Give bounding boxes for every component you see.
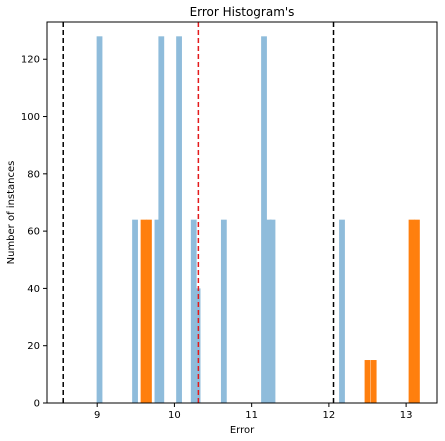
series-1-bar-4	[158, 36, 165, 404]
series-1-bar-7	[194, 288, 201, 403]
series-1-bar-9	[261, 36, 267, 404]
series-1-bar-8	[220, 219, 227, 403]
y-axis-title: Number of instances	[6, 161, 17, 265]
y-tick-label-6: 100	[21, 112, 40, 123]
series-1-bar-11	[269, 219, 276, 403]
y-axis: 0 20 40 60 80 100 120	[21, 55, 47, 410]
y-tick-label-7: 120	[21, 55, 40, 66]
x-tick-label-4: 12	[323, 410, 336, 421]
series-2-bar-6	[414, 219, 420, 403]
series-1-bar-12	[339, 219, 345, 403]
y-tick-label-4: 60	[27, 227, 40, 238]
series-1-bar-2	[132, 219, 138, 403]
series-2-bars	[140, 219, 420, 403]
bars-layer	[96, 36, 420, 404]
x-tick-label-5: 13	[400, 410, 413, 421]
x-tick-label-3: 11	[245, 410, 258, 421]
x-axis-title: Error	[230, 425, 255, 436]
series-2-bar-1	[140, 219, 147, 403]
series-2-bar-4	[370, 360, 377, 403]
series-1-bar-10	[265, 219, 272, 403]
series-2-bar-3	[364, 360, 371, 403]
series-1-bar-1	[96, 36, 103, 404]
series-1-bar-5	[176, 36, 182, 404]
x-tick-label-1: 9	[94, 410, 100, 421]
y-tick-label-1: 0	[34, 399, 40, 410]
x-tick-label-2: 10	[168, 410, 181, 421]
series-2-bar-2	[146, 219, 152, 403]
y-tick-label-2: 20	[27, 341, 40, 352]
series-2-bar-5	[408, 219, 415, 403]
plot-frame	[46, 21, 438, 404]
series-1-bar-3	[154, 219, 161, 403]
x-axis: 9 10 11 12 13	[94, 403, 412, 421]
series-1-bars	[96, 36, 345, 404]
y-tick-label-3: 40	[27, 284, 40, 295]
chart-title: Error Histogram's	[190, 5, 295, 19]
series-1-bar-6	[190, 219, 197, 403]
y-tick-label-5: 80	[27, 169, 40, 180]
reference-lines	[62, 22, 335, 403]
